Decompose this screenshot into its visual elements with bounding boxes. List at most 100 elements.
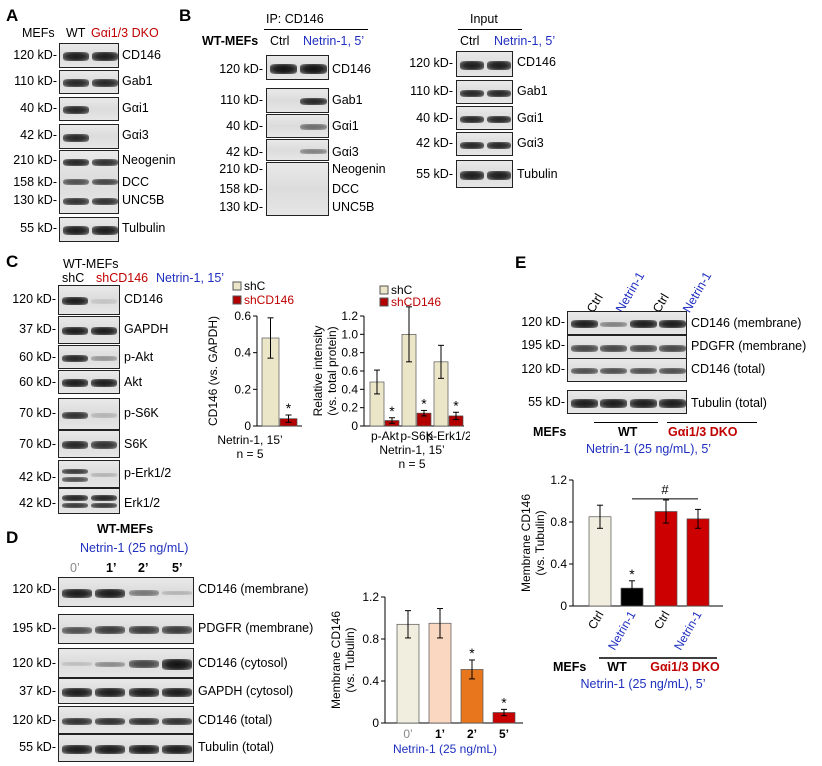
panel-e-band <box>659 398 686 408</box>
panel-b-ip-kd-label: 158 kD- <box>219 182 263 196</box>
chart-d: 0 0.4 0.8 1.2 Membrane CD146 (vs. Tubulin) 0’ 1… <box>329 590 523 756</box>
panel-d-protein-label: Tubulin (total) <box>198 740 274 754</box>
panel-d-protein-label: CD146 (membrane) <box>198 582 309 596</box>
panel-a-dko: Gαi1/3 DKO <box>91 26 159 40</box>
panel-b-ip-band <box>300 63 327 74</box>
panel-e-lane-label: Netrin-1 <box>680 269 715 315</box>
y-tick-label: 1.2 <box>362 590 379 604</box>
panel-a-band <box>63 133 89 142</box>
panel-e-strip <box>567 311 687 335</box>
panel-b-input-kd-label: 55 kD- <box>416 167 453 181</box>
panel-b-input-strip <box>456 106 513 130</box>
panel-c-protein-label: S6K <box>124 437 148 451</box>
y-tick-label: 0 <box>560 599 567 613</box>
significance-star: * <box>501 694 507 710</box>
bar-condition <box>686 518 710 607</box>
panel-d-time-label: 1’ <box>106 561 117 575</box>
panel-b-input-line <box>458 29 522 30</box>
panel-b-input-kd-label: 40 kD- <box>416 111 453 125</box>
legend-swatch-shc <box>379 285 389 295</box>
chart-e: 0 0.4 0.8 1.2 Membrane CD146 (vs. Tubulin) Ctr… <box>519 473 723 691</box>
panel-e-wt: WT <box>618 425 638 439</box>
panel-b-ip-strip <box>266 114 329 138</box>
panel-c-strip <box>58 285 120 315</box>
panel-d-band <box>162 717 192 725</box>
panel-b-ip-kd-label: 120 kD- <box>219 62 263 76</box>
panel-b-ip-protein-label: Gαi3 <box>332 145 359 159</box>
significance-star: * <box>453 397 459 413</box>
panel-a-kd-label: 158 kD- <box>13 175 57 189</box>
panel-c-kd-label: 120 kD- <box>12 292 56 306</box>
panel-b-ip-band <box>300 148 327 154</box>
panel-a-mefs: MEFs <box>22 26 55 40</box>
panel-b-ip-protein-label: DCC <box>332 182 360 196</box>
panel-e-lane-label: Netrin-1 <box>613 269 648 315</box>
panel-b-ip-protein-label: Gab1 <box>332 93 363 107</box>
panel-b-input-netrin: Netrin-1, 5’ <box>494 34 556 48</box>
panel-b-netrin: Netrin-1, 5’ <box>303 34 365 48</box>
panel-b-input-strip <box>456 132 513 156</box>
legend-label-shcd146: shCD146 <box>391 295 441 309</box>
panel-d-band <box>129 744 159 754</box>
panel-c-protein-label: Erk1/2 <box>124 496 161 510</box>
panel-c-band <box>62 477 88 482</box>
panel-b-input-kd-label: 42 kD- <box>416 136 453 150</box>
legend-swatch-shc <box>232 281 242 291</box>
panel-b-ctrl: Ctrl <box>270 34 290 48</box>
panel-b-letter: B <box>179 6 192 25</box>
panel-c-band <box>62 327 88 335</box>
y-tick-label: 0.4 <box>341 382 358 396</box>
x-tick-label: p-Erk1/2 <box>426 429 470 443</box>
x-tick-label: Ctrl <box>585 609 606 632</box>
panel-c-strip <box>58 345 120 369</box>
panel-b-ip-strip <box>266 88 329 113</box>
panel-d-band <box>62 626 92 634</box>
panel-c-strip <box>58 316 120 344</box>
panel-d-kd-label: 195 kD- <box>12 621 56 635</box>
panel-c-kd-label: 70 kD- <box>19 406 56 420</box>
panel-c-band <box>91 355 117 361</box>
panel-d-kd-label: 120 kD- <box>12 582 56 596</box>
y-tick-label: 0.4 <box>362 674 379 688</box>
panel-e-band <box>659 368 686 374</box>
panel-a-strip <box>59 97 119 121</box>
panel-e-strip <box>567 390 687 414</box>
panel-c-kd-label: 42 kD- <box>19 470 56 484</box>
panel-a-band <box>92 198 118 205</box>
panel-e-band <box>630 368 657 374</box>
panel-a-strip <box>59 150 119 214</box>
panel-d-kd-label: 37 kD- <box>19 684 56 698</box>
panel-d-kd-label: 120 kD- <box>12 713 56 727</box>
y-axis-title-2: (vs. Tubulin) <box>343 627 357 692</box>
panel-b-input-band <box>487 89 511 97</box>
panel-a-kd-label: 120 kD- <box>13 48 57 62</box>
panel-a-band <box>63 198 89 205</box>
panel-a-band <box>92 79 118 87</box>
y-tick-label: 1.2 <box>550 473 567 487</box>
panel-d-band <box>62 588 92 598</box>
significance-star: * <box>469 645 475 661</box>
panel-b-input-strip <box>456 51 513 77</box>
panel-d-strip <box>58 614 194 644</box>
panel-e-mefs: MEFs <box>533 425 567 439</box>
panel-d-strip <box>58 678 194 704</box>
panel-b-ip-protein-label: CD146 <box>332 62 371 76</box>
significance-star: * <box>629 566 635 582</box>
panel-d-band <box>129 626 159 634</box>
panel-b-input-protein-label: Gαi3 <box>517 136 544 150</box>
y-tick-label: 0.8 <box>341 346 358 360</box>
panel-c-strip <box>58 488 120 514</box>
panel-d-band <box>95 744 125 754</box>
panel-b-ip-strip <box>266 139 329 161</box>
panel-c-kd-label: 60 kD- <box>19 350 56 364</box>
panel-d-band <box>162 744 192 754</box>
panel-e-kd-label: 55 kD- <box>528 395 565 409</box>
panel-d-protein-label: GAPDH (cytosol) <box>198 684 294 698</box>
panel-e-band <box>630 398 657 408</box>
panel-c-shcd146: shCD146 <box>96 271 149 285</box>
panel-c-kd-label: 70 kD- <box>19 437 56 451</box>
panel-e-kd-label: 120 kD- <box>521 362 565 376</box>
panel-c-band <box>91 412 117 418</box>
panel-c-band <box>91 441 117 449</box>
panel-a-band <box>63 179 89 185</box>
